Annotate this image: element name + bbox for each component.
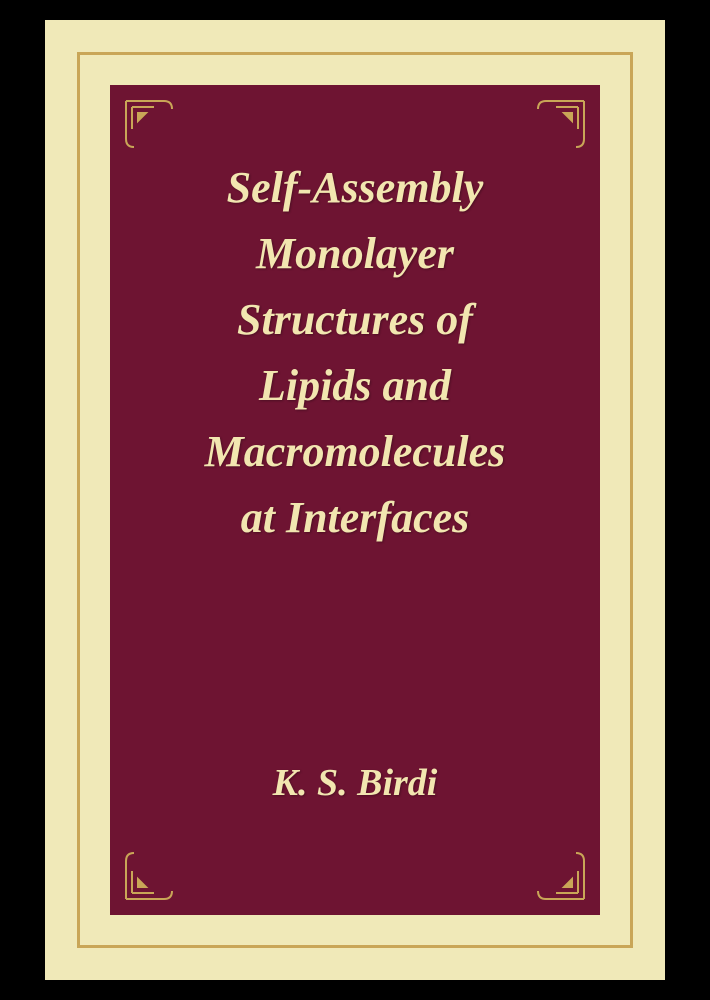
title-line: Self-Assembly xyxy=(205,155,506,221)
corner-ornament-icon xyxy=(536,851,586,901)
corner-ornament-icon xyxy=(536,99,586,149)
corner-ornament-icon xyxy=(124,99,174,149)
inner-panel: Self-Assembly Monolayer Structures of Li… xyxy=(110,85,600,915)
corner-ornament-icon xyxy=(124,851,174,901)
title-line: Macromolecules xyxy=(205,419,506,485)
title-line: Lipids and xyxy=(205,353,506,419)
book-title: Self-Assembly Monolayer Structures of Li… xyxy=(205,155,506,551)
title-line: Monolayer xyxy=(205,221,506,287)
title-line: Structures of xyxy=(205,287,506,353)
outer-border: Self-Assembly Monolayer Structures of Li… xyxy=(77,52,633,948)
book-author: K. S. Birdi xyxy=(273,761,438,805)
book-cover: Self-Assembly Monolayer Structures of Li… xyxy=(45,20,665,980)
title-line: at Interfaces xyxy=(205,485,506,551)
